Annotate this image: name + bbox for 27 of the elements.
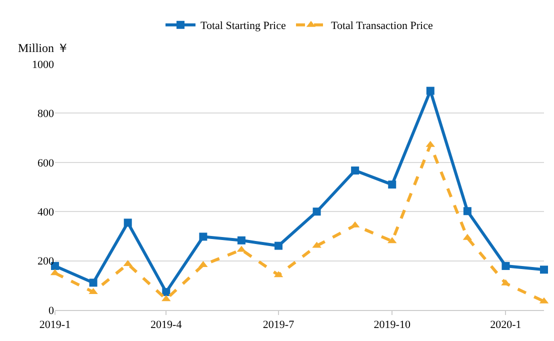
x-tick-label: 2019-4: [150, 319, 182, 332]
y-tick-label: 400: [38, 206, 54, 218]
x-tick-label: 2019-10: [374, 319, 411, 332]
legend-label: Total Starting Price: [200, 20, 286, 32]
point: [199, 232, 208, 241]
point: [388, 180, 396, 189]
point: [463, 207, 472, 216]
y-axis-title: Million ￥: [18, 41, 70, 55]
point: [89, 278, 98, 287]
x-tick-label: 2019-1: [39, 319, 71, 332]
point: [351, 166, 360, 175]
point: [237, 236, 246, 244]
point: [312, 208, 321, 216]
y-tick-label: 0: [48, 304, 54, 317]
point: [426, 86, 434, 95]
y-tick-label: 800: [38, 108, 54, 120]
point: [274, 242, 283, 250]
y-tick-label: 1000: [32, 58, 54, 71]
point: [124, 218, 132, 227]
y-tick-label: 200: [38, 256, 54, 268]
legend-label: Total Transaction Price: [330, 20, 433, 32]
y-tick-label: 600: [38, 157, 54, 170]
point: [502, 262, 510, 270]
x-tick-label: 2019-7: [262, 319, 295, 332]
point: [540, 266, 548, 274]
x-tick-label: 2020-1: [490, 319, 522, 332]
point: [162, 288, 170, 296]
